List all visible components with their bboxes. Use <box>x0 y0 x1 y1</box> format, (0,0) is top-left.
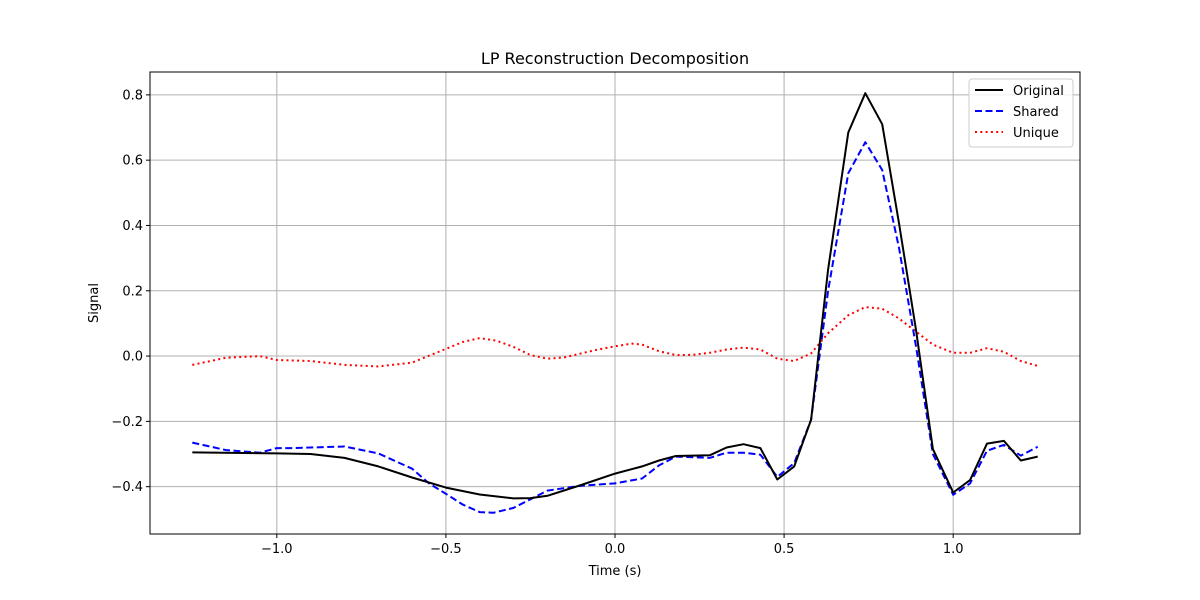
y-tick-label: −0.2 <box>111 415 143 430</box>
series-line-original <box>192 92 1038 500</box>
legend-label-original: Original <box>1013 84 1064 99</box>
x-tick-label: 1.0 <box>943 542 964 557</box>
legend-box <box>968 78 1074 148</box>
chart-title: LP Reconstruction Decomposition <box>481 49 749 68</box>
y-tick-label: 0.0 <box>122 350 143 365</box>
legend: Original Shared Unique <box>968 78 1074 148</box>
y-tick-label: 0.4 <box>122 219 143 234</box>
x-axis-label: Time (s) <box>588 564 642 579</box>
x-tick-label: 0.5 <box>774 542 795 557</box>
y-axis-ticks: −0.4 −0.2 0.0 0.2 0.4 0.6 0.8 <box>111 88 150 495</box>
grid <box>150 72 1080 534</box>
legend-label-shared: Shared <box>1013 105 1059 120</box>
x-tick-label: −0.5 <box>430 542 462 557</box>
y-axis-label: Signal <box>87 283 102 323</box>
y-tick-label: −0.4 <box>111 480 143 495</box>
legend-label-unique: Unique <box>1013 126 1059 141</box>
x-axis-ticks: −1.0 −0.5 0.0 0.5 1.0 <box>261 534 964 557</box>
series-lines <box>192 92 1039 514</box>
y-tick-label: 0.6 <box>122 154 143 169</box>
y-tick-label: 0.2 <box>122 284 143 299</box>
y-tick-label: 0.8 <box>122 88 143 103</box>
x-tick-label: −1.0 <box>261 542 293 557</box>
series-line-unique <box>192 306 1038 368</box>
x-tick-label: 0.0 <box>605 542 626 557</box>
